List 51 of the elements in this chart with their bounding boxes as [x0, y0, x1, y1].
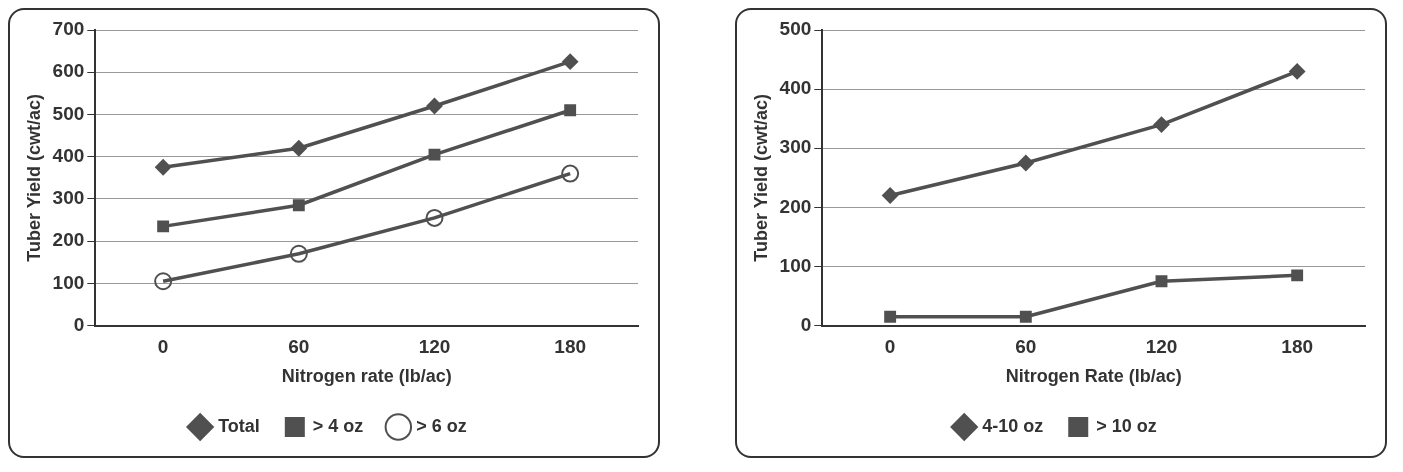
x-tick-label: 60 — [1015, 336, 1037, 358]
x-axis-title: Nitrogen rate (lb/ac) — [281, 366, 452, 387]
y-tick-label: 100 — [779, 254, 812, 276]
y-tick-label: 300 — [52, 187, 85, 209]
point — [154, 272, 173, 291]
x-tick-label: 120 — [418, 336, 451, 358]
point — [1017, 155, 1034, 172]
x-axis-title: Nitrogen Rate (lb/ac) — [1005, 366, 1182, 387]
point — [428, 148, 441, 161]
point — [561, 164, 580, 183]
y-tick-label: 300 — [779, 136, 812, 158]
point — [426, 98, 443, 115]
x-tick-label: 120 — [1145, 336, 1178, 358]
point — [1291, 269, 1304, 282]
point — [425, 208, 444, 227]
point — [882, 187, 899, 204]
x-tick-label: 0 — [884, 336, 896, 358]
y-tick-label: 400 — [779, 77, 812, 99]
y-axis-title: Tuber Yield (cwt/ac) — [750, 93, 771, 262]
point — [290, 140, 307, 157]
point — [1289, 63, 1306, 80]
legend-label: 4-10 oz — [982, 415, 1044, 436]
y-tick-label: 0 — [73, 313, 85, 335]
y-tick-label: 500 — [779, 18, 812, 40]
point — [292, 199, 305, 212]
legend-label: > 4 oz — [312, 415, 364, 436]
point — [157, 220, 170, 233]
point — [884, 310, 897, 323]
point — [562, 53, 579, 70]
y-tick-label: 500 — [52, 102, 85, 124]
x-tick-label: 180 — [1281, 336, 1314, 358]
x-tick-label: 0 — [157, 336, 169, 358]
legend-label: > 10 oz — [1096, 415, 1157, 436]
point — [1019, 310, 1032, 323]
y-tick-label: 700 — [52, 18, 85, 40]
y-axis-title: Tuber Yield (cwt/ac) — [23, 93, 44, 262]
point — [155, 159, 172, 176]
x-tick-label: 60 — [288, 336, 310, 358]
x-tick-label: 180 — [554, 336, 587, 358]
y-tick-label: 200 — [779, 195, 812, 217]
y-tick-label: 400 — [52, 144, 85, 166]
y-tick-label: 0 — [800, 313, 812, 335]
y-tick-label: 200 — [52, 229, 85, 251]
y-tick-label: 100 — [52, 271, 85, 293]
y-tick-label: 600 — [52, 60, 85, 82]
legend-label: Total — [218, 415, 260, 436]
point — [564, 104, 577, 117]
point — [289, 244, 308, 263]
legend-label: > 6 oz — [416, 415, 467, 436]
point — [1153, 116, 1170, 133]
point — [1155, 275, 1168, 288]
